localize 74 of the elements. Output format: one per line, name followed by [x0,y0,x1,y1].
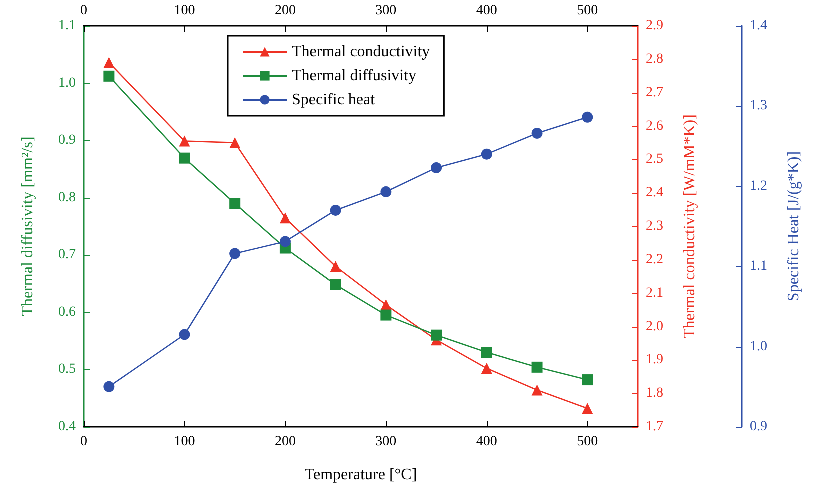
point [330,204,342,216]
legend-label: Thermal conductivity [292,44,430,60]
x-tick-label: 0 [80,434,88,450]
point [380,186,392,198]
point [481,148,492,160]
x2-tick-label: 500 [577,4,598,18]
point [431,162,442,174]
y-tick-label: 0.8 [58,190,76,206]
x-tick-label: 400 [476,434,498,450]
point [230,248,241,260]
point [582,374,594,386]
y2-tick-label: 2.6 [646,118,664,134]
point [431,330,442,341]
y2-tick-label: 2.5 [646,152,664,168]
y-tick-label: 1.0 [58,76,76,91]
x-tick-label: 200 [274,434,296,450]
point [481,347,492,358]
x2-tick-label: 300 [376,4,397,18]
x-axis-title: Temperature [°C] [304,466,418,484]
y2-axis-title: Thermal conductivity [W/mM*K)] [682,114,698,338]
y-tick-label: 0.4 [58,420,76,434]
point [104,57,115,68]
point [104,381,115,392]
point [280,236,291,248]
x2-tick-label: 100 [174,4,196,18]
point [104,70,115,82]
y2-tick-label: 2.7 [646,85,664,100]
y2-tick-label: 2.9 [646,18,664,34]
point [179,329,190,340]
y-axis-title: Thermal diffusivity [mm²/s] [20,136,36,316]
point [230,137,241,148]
point [582,403,594,414]
point [330,261,342,272]
point [179,152,190,164]
point [582,112,594,123]
y3-tick-label: 1.1 [750,259,768,274]
y3-tick-label: 1.0 [750,339,768,354]
x2-tick-label: 200 [274,4,296,18]
point [380,310,392,321]
point [230,198,241,210]
point [179,136,190,147]
y-tick-label: 0.6 [58,304,76,320]
y2-tick-label: 2.0 [646,319,664,334]
y-tick-label: 1.1 [58,18,76,34]
y2-tick-label: 2.2 [646,252,664,268]
y2-tick-label: 2.4 [646,186,664,201]
point [380,300,392,311]
y3-tick-label: 1.3 [750,98,768,114]
x-tick-label: 100 [174,434,196,450]
x2-tick-label: 400 [476,4,498,18]
y2-tick-label: 2.8 [646,52,664,67]
y-tick-label: 0.9 [58,133,76,148]
y2-tick-label: 1.9 [646,352,664,368]
y3-tick-label: 1.4 [750,18,768,34]
y-tick-label: 0.5 [58,362,76,378]
x-tick-label: 300 [376,434,397,450]
y3-tick-label: 1.2 [750,178,768,194]
point [330,279,342,290]
point [532,384,543,396]
y2-tick-label: 2.1 [646,286,664,301]
point [481,363,492,374]
point [532,128,543,139]
y2-tick-label: 1.7 [646,420,664,434]
y-tick-label: 0.7 [58,248,76,263]
y2-tick-label: 1.8 [646,386,664,402]
point [280,212,291,224]
legend-label: Specific heat [292,92,376,108]
x2-tick-label: 0 [80,4,88,18]
legend-label: Thermal diffusivity [292,68,417,84]
y3-tick-label: 0.9 [750,420,768,434]
y3-axis-title: Specific Heat [J/(g*K)] [786,151,802,302]
y2-tick-label: 2.3 [646,219,664,234]
point [532,362,543,373]
x-tick-label: 500 [577,434,598,450]
